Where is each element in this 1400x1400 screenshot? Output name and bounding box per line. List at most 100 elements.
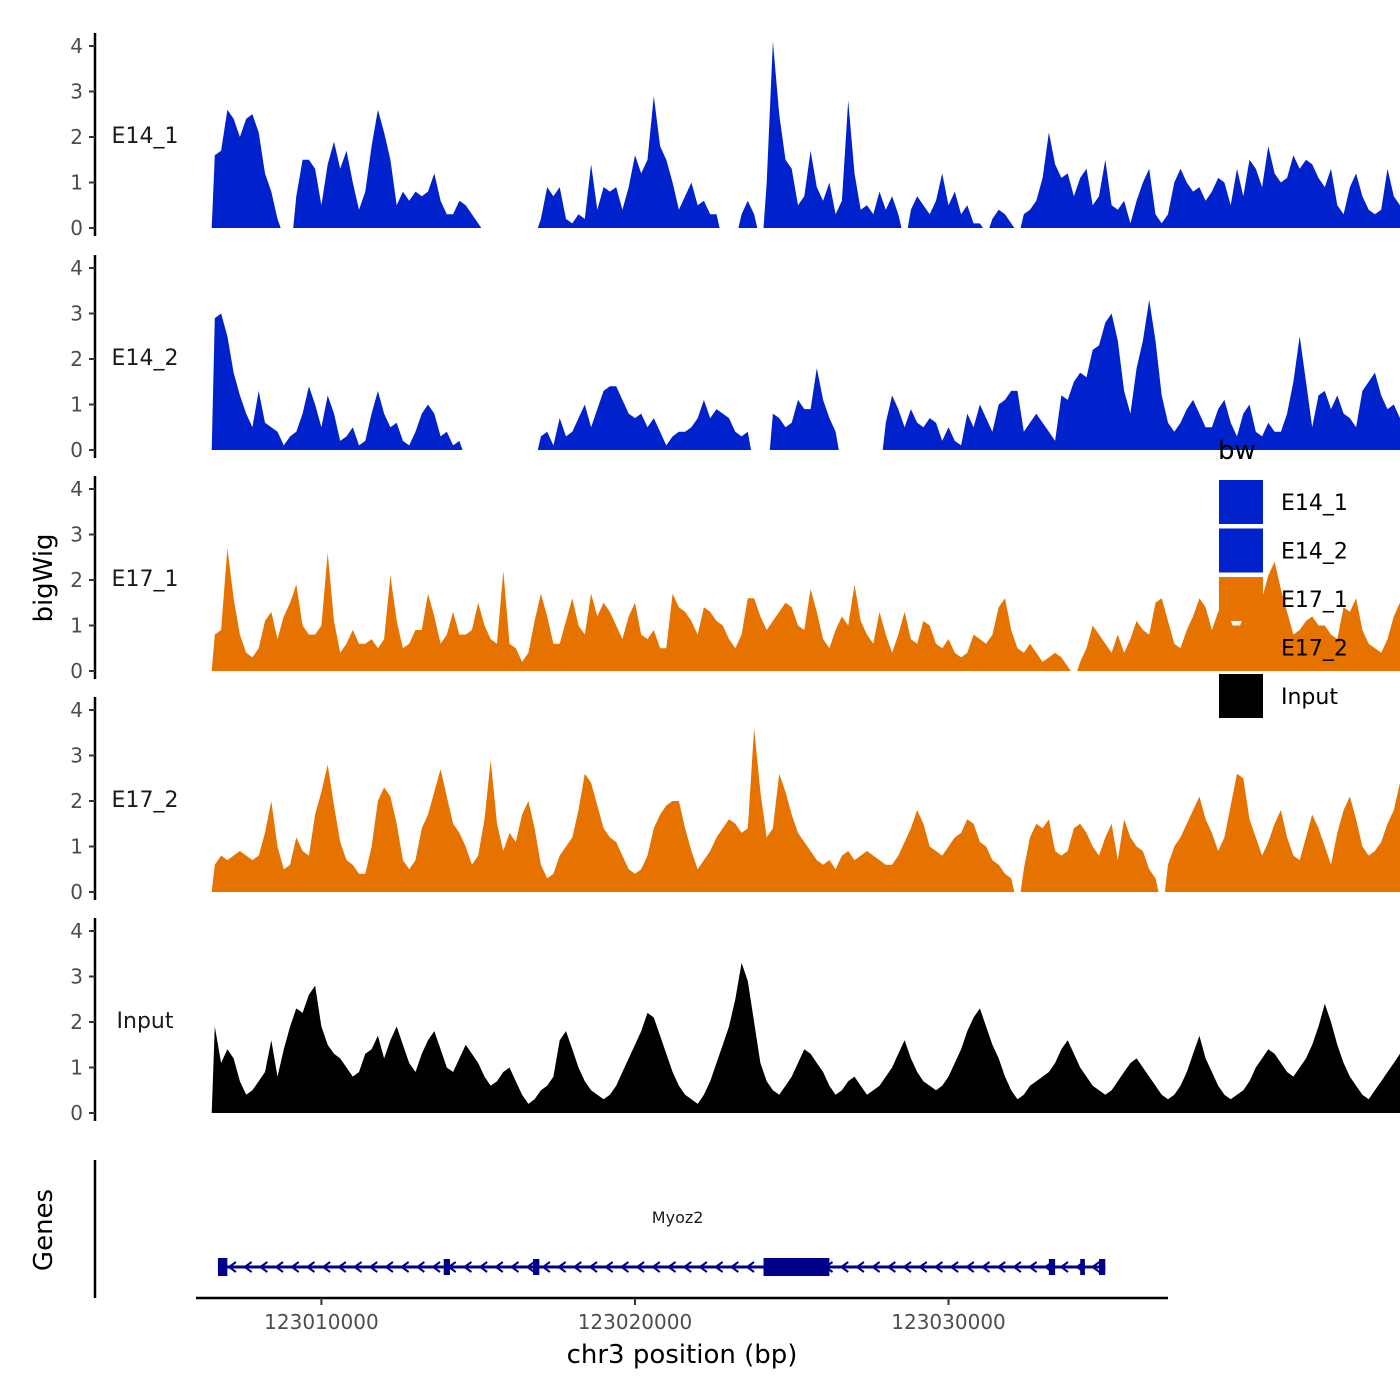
- track-label-E14_1: E14_1: [112, 124, 179, 149]
- y-tick-label: 4: [70, 919, 83, 943]
- area-E14_1-segment: [1020, 132, 1400, 228]
- strand-arrow: [918, 1261, 928, 1273]
- gene-exon: [763, 1258, 830, 1276]
- strand-arrow: [572, 1261, 582, 1273]
- track-E17_1: 0 1 2 3 4 E17_1: [70, 476, 1400, 683]
- gene-exon: [1099, 1259, 1106, 1275]
- track-E14_1: 0 1 2 3 4 E14_1: [70, 33, 1400, 240]
- strand-arrow: [290, 1261, 300, 1273]
- strand-arrow: [227, 1261, 237, 1273]
- y-tick-label: 2: [70, 789, 83, 813]
- strand-arrow: [1012, 1261, 1022, 1273]
- legend-key-Input: [1219, 674, 1263, 718]
- area-E14_1-segment: [293, 109, 482, 228]
- track-label-E14_2: E14_2: [112, 346, 179, 371]
- y-tick-label: 3: [70, 965, 83, 989]
- area-E14_2-segment: [769, 368, 839, 450]
- y-tick-label: 1: [70, 171, 83, 195]
- gene-name-label: Myoz2: [652, 1208, 704, 1227]
- strand-arrow: [635, 1261, 645, 1273]
- legend-label-E14_2: E14_2: [1281, 540, 1348, 565]
- track-E17_2: 0 1 2 3 4 E17_2: [70, 697, 1400, 904]
- gene-exon: [217, 1258, 228, 1276]
- genes-panel-title: Genes: [29, 1189, 59, 1271]
- y-tick-label: 2: [70, 347, 83, 371]
- strand-arrow: [996, 1261, 1006, 1273]
- track-label-E17_2: E17_2: [112, 788, 179, 813]
- strand-arrow: [494, 1261, 504, 1273]
- gene-exon: [533, 1259, 540, 1275]
- strand-arrow: [1027, 1261, 1038, 1273]
- y-tick-label: 2: [70, 568, 83, 592]
- strand-arrow: [509, 1261, 520, 1273]
- track-label-E17_1: E17_1: [112, 567, 179, 592]
- strand-arrow: [368, 1261, 378, 1273]
- strand-arrow: [713, 1261, 724, 1273]
- strand-arrow: [462, 1261, 473, 1273]
- strand-arrow: [965, 1261, 975, 1273]
- y-tick-label: 4: [70, 34, 83, 58]
- y-tick-label: 3: [70, 80, 83, 104]
- strand-arrow: [980, 1261, 991, 1273]
- area-E14_2-segment: [211, 313, 463, 450]
- track-E14_2: 0 1 2 3 4 E14_2: [70, 255, 1400, 462]
- strand-arrow: [619, 1261, 630, 1273]
- strand-arrow: [902, 1261, 912, 1273]
- y-tick-label: 4: [70, 477, 83, 501]
- strand-arrow: [886, 1261, 896, 1273]
- y-tick-label: 0: [70, 659, 83, 683]
- strand-arrow: [384, 1261, 394, 1273]
- y-axis-title: bigWig: [29, 533, 59, 622]
- area-E14_2-segment: [882, 299, 1400, 450]
- track-Input: 0 1 2 3 4 Input: [70, 918, 1400, 1125]
- legend-key-E17_1: [1219, 577, 1263, 621]
- legend-label-E17_2: E17_2: [1281, 637, 1348, 662]
- area-E14_1-segment: [763, 41, 902, 228]
- y-tick-label: 0: [70, 880, 83, 904]
- area-E14_1-segment: [738, 200, 758, 228]
- area-E17_2-segment: [1020, 819, 1159, 892]
- y-tick-label: 3: [70, 302, 83, 326]
- area-E14_1-segment: [907, 173, 983, 228]
- x-tick-label: 123020000: [578, 1310, 693, 1334]
- y-tick-label: 0: [70, 438, 83, 462]
- strand-arrow: [682, 1261, 692, 1273]
- area-E14_1-segment: [211, 109, 281, 228]
- strand-arrow: [604, 1261, 614, 1273]
- strand-arrow: [431, 1261, 441, 1273]
- strand-arrow: [1090, 1261, 1101, 1273]
- strand-arrow: [305, 1261, 316, 1273]
- strand-arrow: [933, 1261, 944, 1273]
- y-tick-label: 3: [70, 523, 83, 547]
- strand-arrow: [1059, 1261, 1069, 1273]
- y-tick-label: 2: [70, 1010, 83, 1034]
- strand-arrow: [651, 1261, 661, 1273]
- strand-arrow: [556, 1261, 567, 1273]
- strand-arrow: [337, 1261, 347, 1273]
- strand-arrow: [415, 1261, 425, 1273]
- legend-title: bw: [1218, 436, 1256, 466]
- strand-arrow: [949, 1261, 959, 1273]
- legend-label-E17_1: E17_1: [1281, 588, 1348, 613]
- strand-arrow: [698, 1261, 708, 1273]
- tracks-layer: 0 1 2 3 4 E14_1 0 1 2 3 4 E14_2 0 1 2 3 4 E17_1 0 1 2 3 4 E17_2…: [70, 33, 1400, 1125]
- y-tick-label: 1: [70, 393, 83, 417]
- strand-arrow: [839, 1261, 849, 1273]
- area-E17_1-segment: [1077, 561, 1400, 671]
- legend-label-E14_1: E14_1: [1281, 491, 1348, 516]
- y-tick-label: 1: [70, 614, 83, 638]
- strand-arrow: [242, 1261, 253, 1273]
- strand-arrow: [870, 1261, 881, 1273]
- gene-exon: [1080, 1259, 1085, 1275]
- area-E17_1-segment: [211, 548, 1071, 671]
- strand-arrow: [258, 1261, 268, 1273]
- legend-label-Input: Input: [1281, 685, 1338, 710]
- strand-arrow: [541, 1261, 551, 1273]
- area-E17_2-segment: [1164, 773, 1400, 892]
- strand-arrow: [666, 1261, 677, 1273]
- y-tick-label: 0: [70, 1101, 83, 1125]
- y-tick-label: 1: [70, 835, 83, 859]
- y-tick-label: 4: [70, 256, 83, 280]
- strand-arrow: [399, 1261, 410, 1273]
